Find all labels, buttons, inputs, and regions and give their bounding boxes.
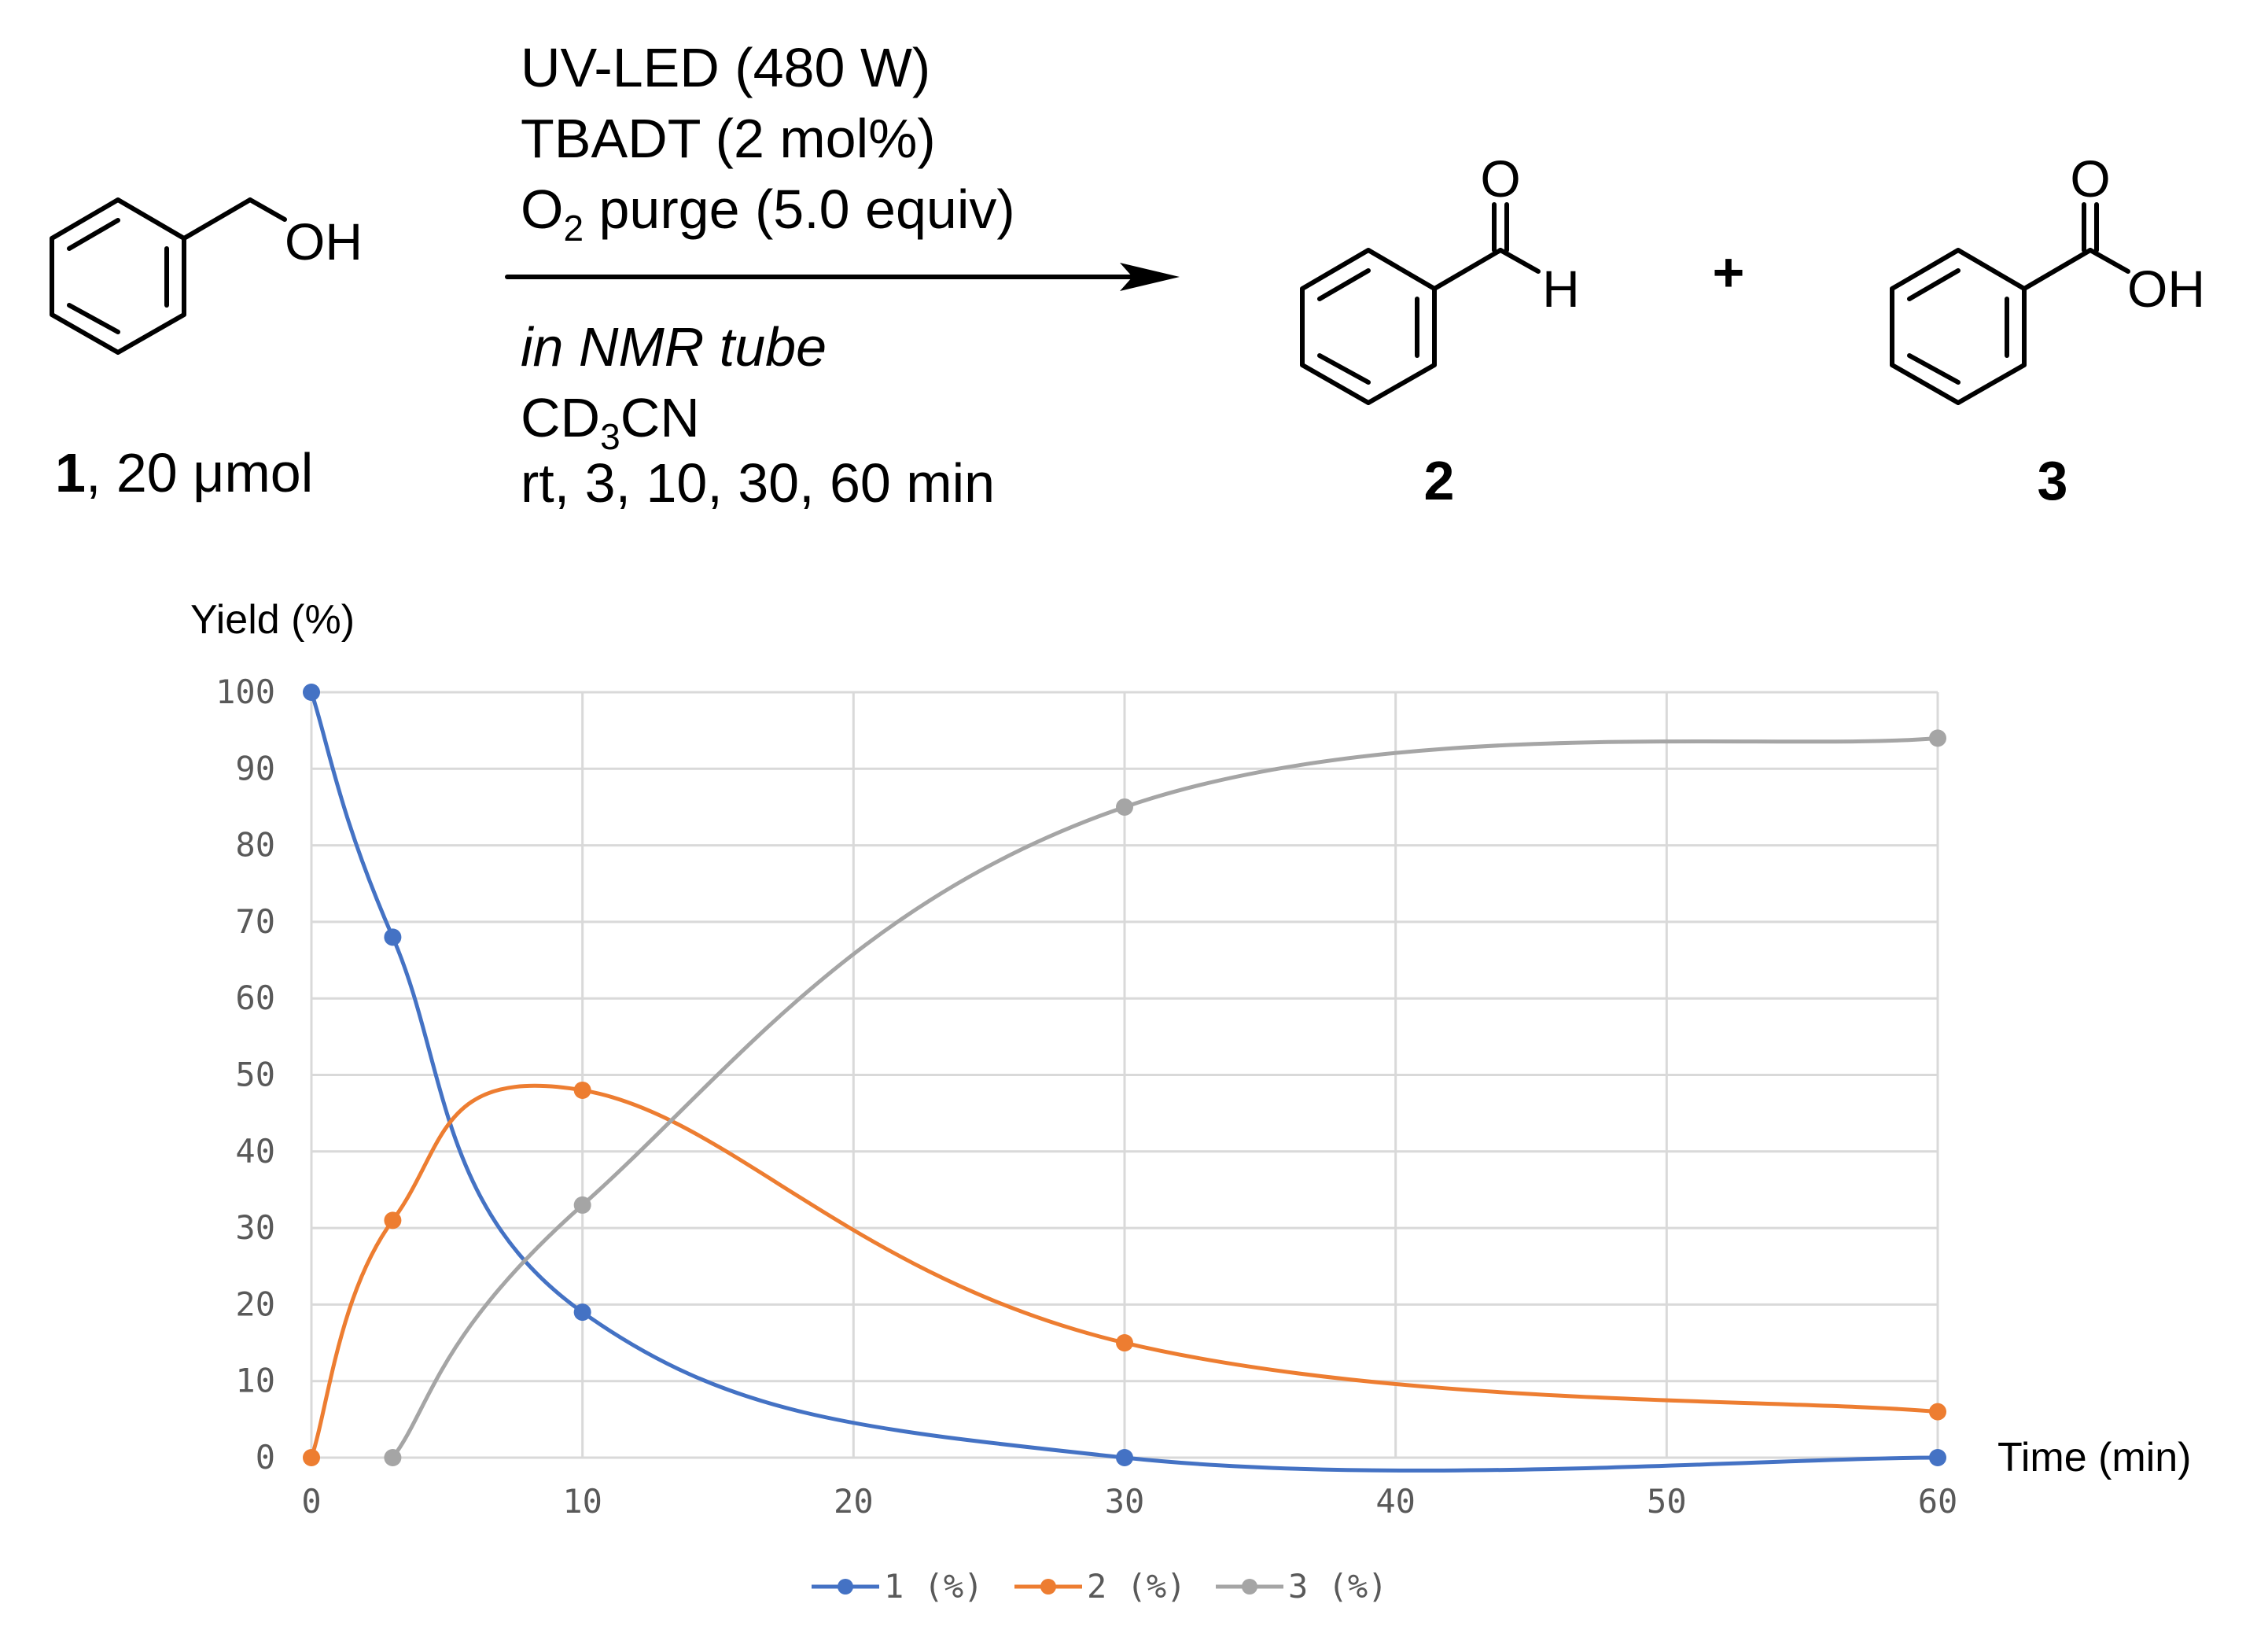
condition-catalyst: TBADT (2 mol%) <box>521 108 936 169</box>
benzyl-alcohol-structure <box>50 197 287 355</box>
reactant-number: 1 <box>55 442 86 503</box>
chart-series <box>303 684 1946 1473</box>
series-line-1 <box>309 691 1938 1473</box>
chart-legend: 1 (%) 2 (%) 3 (%) <box>812 1567 1387 1606</box>
series-1-point <box>1116 1449 1133 1466</box>
y-tick-label: 100 <box>215 673 275 711</box>
series-2-point <box>573 1081 591 1099</box>
y-tick-label: 10 <box>235 1362 275 1400</box>
x-tick-label: 40 <box>1375 1482 1416 1521</box>
series-1-point <box>303 684 320 701</box>
y-tick-label: 80 <box>235 826 275 865</box>
product3-o-label: O <box>2070 149 2110 208</box>
series-1-point <box>573 1303 591 1322</box>
series-line-3 <box>391 736 1938 1459</box>
x-tick-label: 10 <box>562 1482 602 1521</box>
condition-oxygen: O2 purge (5.0 equiv) <box>521 179 1015 249</box>
product3-label: 3 <box>2038 450 2068 511</box>
x-tick-label: 30 <box>1105 1482 1145 1521</box>
legend-label-1: 1 (%) <box>884 1567 983 1606</box>
reactant-oh-label: OH <box>285 212 363 271</box>
condition-light: UV-LED (480 W) <box>521 37 930 98</box>
y-axis-label: Yield (%) <box>190 597 355 643</box>
series-3-point <box>1929 729 1946 747</box>
legend-marker-2 <box>1040 1579 1056 1595</box>
y-tick-label: 50 <box>235 1056 275 1094</box>
condition-solvent: CD3CN <box>521 387 700 457</box>
legend-marker-3 <box>1242 1579 1257 1595</box>
plus-sign: + <box>1713 241 1745 303</box>
reactant-amount: , 20 μmol <box>86 442 313 503</box>
condition-time: rt, 3, 10, 30, 60 min <box>521 452 995 514</box>
y-tick-label: 70 <box>235 902 275 941</box>
series-1-point <box>384 928 402 946</box>
y-tick-label: 40 <box>235 1132 275 1171</box>
product2-o-label: O <box>1480 149 1520 208</box>
x-tick-labels: 0 10 20 30 40 50 60 <box>301 1482 1957 1521</box>
benzaldehyde-structure <box>1300 202 1541 405</box>
y-tick-label: 20 <box>235 1285 275 1323</box>
series-2-point <box>1929 1403 1946 1421</box>
series-3-point <box>384 1449 402 1466</box>
reaction-arrowhead <box>1120 263 1180 291</box>
series-2-point <box>303 1449 320 1466</box>
series-2-point <box>384 1211 402 1230</box>
series-1-point <box>1929 1449 1946 1466</box>
series-3-point <box>573 1196 591 1214</box>
legend-label-2: 2 (%) <box>1087 1567 1186 1606</box>
y-tick-label: 60 <box>235 979 275 1017</box>
y-tick-labels: 0 10 20 30 40 50 60 70 80 90 100 <box>215 673 275 1477</box>
series-line-2 <box>309 1083 1938 1458</box>
legend-marker-1 <box>838 1579 853 1595</box>
x-tick-label: 60 <box>1918 1482 1958 1521</box>
x-axis-label: Time (min) <box>1997 1435 2192 1480</box>
series-2-point <box>1116 1334 1133 1352</box>
series-3-point <box>1116 798 1133 816</box>
reactant-label: 1, 20 μmol <box>55 442 313 503</box>
benzoic-acid-structure <box>1890 202 2130 405</box>
y-tick-label: 90 <box>235 749 275 787</box>
yield-chart: 0 10 20 30 40 50 60 70 80 90 100 0 10 20 30 40 50 60 Yie… <box>190 597 2192 1606</box>
y-tick-label: 0 <box>256 1438 275 1477</box>
x-tick-label: 50 <box>1647 1482 1687 1521</box>
reaction-scheme <box>50 197 2130 405</box>
product3-oh-label: OH <box>2127 260 2205 318</box>
product2-h-label: H <box>1542 260 1580 318</box>
x-tick-label: 20 <box>834 1482 874 1521</box>
y-tick-label: 30 <box>235 1208 275 1247</box>
x-tick-label: 0 <box>301 1482 321 1521</box>
legend-label-3: 3 (%) <box>1288 1567 1387 1606</box>
product2-label: 2 <box>1424 450 1455 511</box>
condition-vessel: in NMR tube <box>521 316 827 378</box>
